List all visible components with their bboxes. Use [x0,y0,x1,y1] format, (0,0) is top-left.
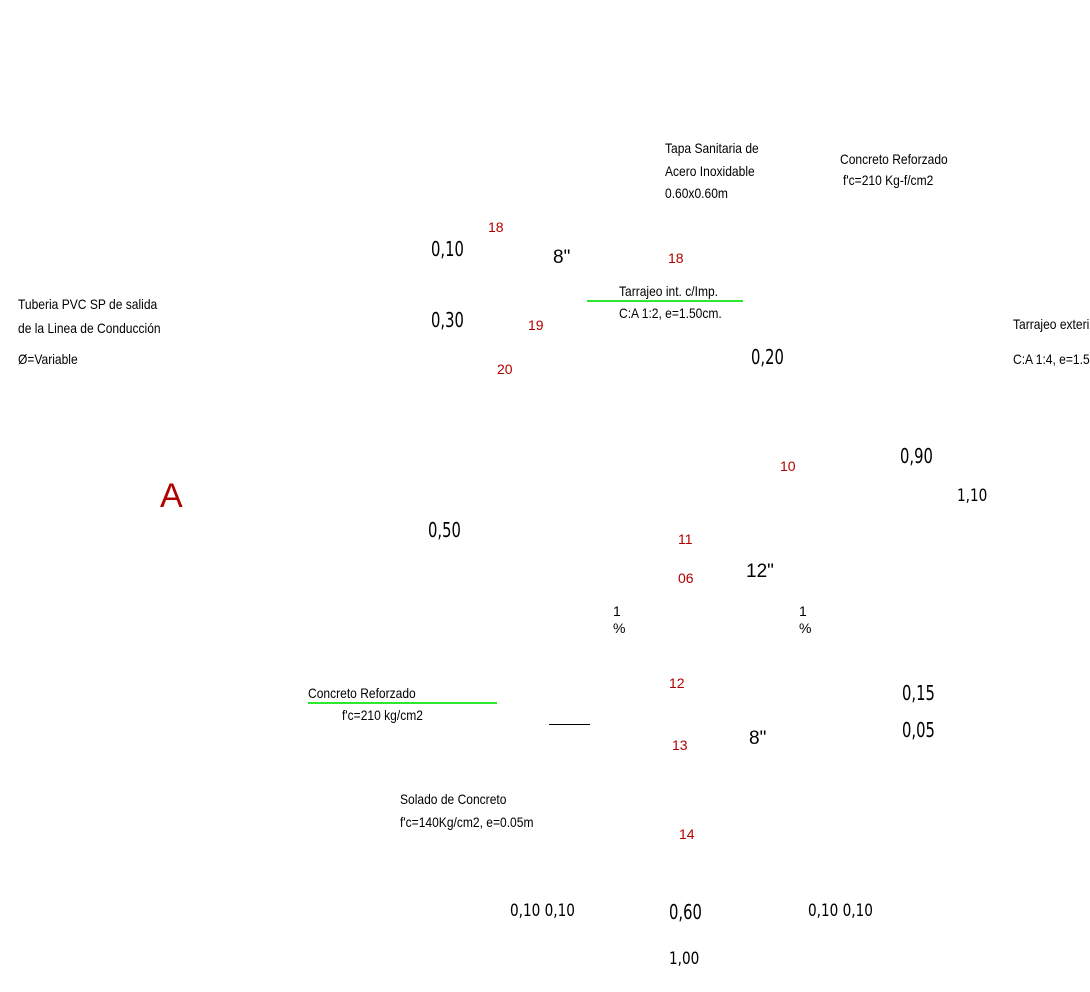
section-label-a: A [160,477,183,515]
dimension-bottom-left: 0,10 0,10 [510,901,575,921]
pipe-diameter-12: 12" [746,561,774,582]
marker-18-b: 18 [668,250,684,266]
concreto-bottom-spec: f'c=210 kg/cm2 [342,707,423,723]
marker-11: 11 [678,531,693,547]
tarrajeo-ext-label: Tarrajeo exteri [1013,316,1090,332]
pipe-diameter-8-bottom: 8" [749,728,767,749]
marker-06: 06 [678,570,694,586]
dimension-0-60: 0,60 [669,900,702,924]
dimension-0-10-top: 0,10 [431,237,464,261]
marker-10: 10 [780,458,796,474]
slope-left-unit: % [613,620,626,636]
dimension-0-30: 0,30 [431,308,464,332]
concreto-bottom-label: Concreto Reforzado [308,685,416,701]
marker-14: 14 [679,826,695,842]
tapa-sanitaria-label: Tapa Sanitaria de [665,140,759,156]
concreto-top-label: Concreto Reforzado [840,151,948,167]
concreto-bottom-leader-line [308,702,497,704]
concreto-top-spec: f'c=210 Kg-f/cm2 [843,172,934,188]
tarrajeo-int-spec: C:A 1:2, e=1.50cm. [619,305,722,321]
dimension-0-05: 0,05 [902,718,935,742]
tapa-sanitaria-size: 0.60x0.60m [665,185,728,201]
slope-left-value: 1 [613,603,621,619]
pipe-diameter-8-top: 8" [553,247,571,268]
dimension-bottom-right: 0,10 0,10 [808,901,873,921]
dimension-1-00: 1,00 [669,949,700,969]
slope-right-value: 1 [799,603,807,619]
solado-label: Solado de Concreto [400,791,507,807]
marker-13: 13 [672,737,688,753]
tuberia-label-2: de la Linea de Conducción [18,320,161,336]
dimension-1-10: 1,10 [957,486,988,506]
tuberia-label: Tuberia PVC SP de salida [18,296,158,312]
tapa-sanitaria-material: Acero Inoxidable [665,163,755,179]
solado-spec: f'c=140Kg/cm2, e=0.05m [400,814,534,830]
tuberia-diameter: Ø=Variable [18,351,78,367]
marker-12: 12 [669,675,685,691]
tarrajeo-int-leader-line [587,300,743,302]
dimension-0-20: 0,20 [751,345,784,369]
slope-right-unit: % [799,620,812,636]
marker-20: 20 [497,361,513,377]
black-leader-line [549,724,590,725]
marker-19: 19 [528,317,544,333]
dimension-0-50: 0,50 [428,518,461,542]
tarrajeo-ext-spec: C:A 1:4, e=1.50 [1013,351,1090,367]
marker-18-a: 18 [488,219,504,235]
tarrajeo-int-label: Tarrajeo int. c/Imp. [619,283,719,299]
dimension-0-90: 0,90 [900,444,933,468]
dimension-0-15: 0,15 [902,681,935,705]
